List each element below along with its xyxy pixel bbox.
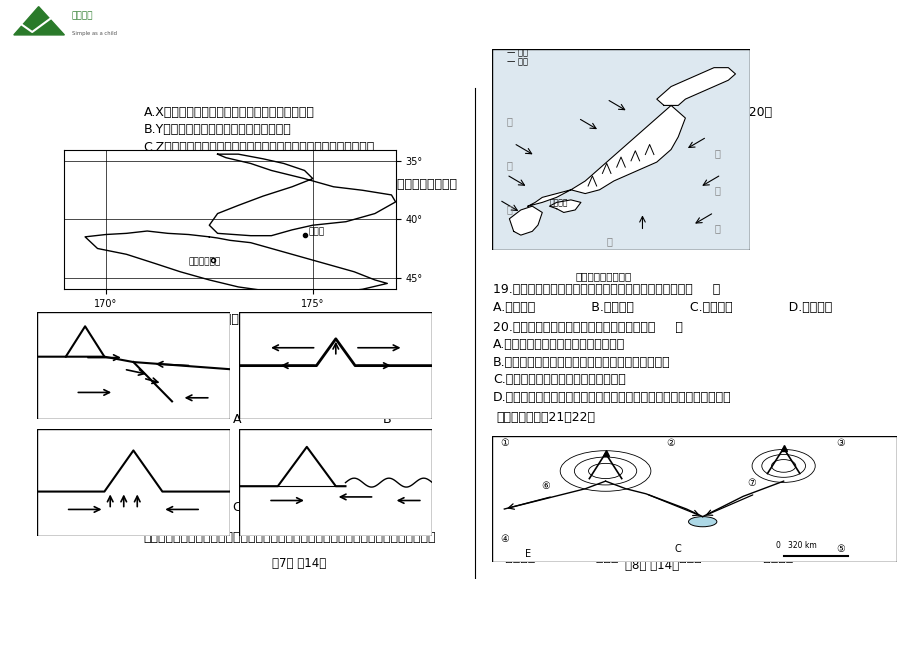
Text: C: C xyxy=(674,544,680,554)
Text: 促，海岸线曲折，有优良海港，交通对外联系方便。结合所学知识回答19～20题: 促，海岸线曲折，有优良海港，交通对外联系方便。结合所学知识回答19～20题 xyxy=(493,105,771,118)
Text: 20.有关日本农业发展的特点，叙述正确的是（     ）: 20.有关日本农业发展的特点，叙述正确的是（ ） xyxy=(493,320,682,333)
Text: C.耕地面积广大，水稻单位面积产量高: C.耕地面积广大，水稻单位面积产量高 xyxy=(493,373,625,386)
Text: — 山脉: — 山脉 xyxy=(506,48,527,57)
Polygon shape xyxy=(528,105,685,206)
Text: 全球岩石圈不是整体一块，被一些断裂构造带分为六大板块，由于板块处于不断运动之中，: 全球岩石圈不是整体一块，被一些断裂构造带分为六大板块，由于板块处于不断运动之中， xyxy=(158,178,458,191)
Text: — 河流: — 河流 xyxy=(506,57,527,66)
Text: 日本，国名意为日出之国，东临太平洋，西临日本海，境内多山，平原面积狭小，河流短: 日本，国名意为日出之国，东临太平洋，西临日本海，境内多山，平原面积狭小，河流短 xyxy=(143,531,436,544)
Text: 阅读下图，回答21～22题: 阅读下图，回答21～22题 xyxy=(496,411,595,424)
Text: 板块内部比较稳定，板块边界相对活跃，多火山和地震。: 板块内部比较稳定，板块边界相对活跃，多火山和地震。 xyxy=(143,196,331,209)
Text: Simple as a child: Simple as a child xyxy=(72,31,117,36)
Text: 濑户内海: 濑户内海 xyxy=(549,198,567,207)
Text: E: E xyxy=(524,549,530,559)
Text: 正确教育: 正确教育 xyxy=(72,12,93,20)
Text: ③: ③ xyxy=(835,437,845,448)
Text: 第7页 共14页: 第7页 共14页 xyxy=(272,558,325,571)
Polygon shape xyxy=(656,68,734,105)
Text: 夏: 夏 xyxy=(606,236,612,246)
Text: 19.濑户内海沿岸无论冬季还是夏季降水均稀少的原因是（     ）: 19.濑户内海沿岸无论冬季还是夏季降水均稀少的原因是（ ） xyxy=(493,283,720,296)
Text: A.X为地中海气候，一月温和多雨，七月炎热干燥: A.X为地中海气候，一月温和多雨，七月炎热干燥 xyxy=(143,105,314,118)
Text: B: B xyxy=(382,413,391,426)
Text: C.Z热带沙漠气候，受福热带高气压带控制，盛行上升气流，降水少: C.Z热带沙漠气候，受福热带高气压带控制，盛行上升气流，降水少 xyxy=(143,140,374,153)
Text: 季: 季 xyxy=(713,186,719,196)
Text: 惠灵顿: 惠灵顿 xyxy=(308,227,324,237)
Ellipse shape xyxy=(687,517,716,526)
Text: A.气候因素              B.纬度位置              C.海陆位置              D.地形因素: A.气候因素 B.纬度位置 C.海陆位置 D.地形因素 xyxy=(493,301,832,314)
Text: ②: ② xyxy=(665,437,675,448)
Text: C: C xyxy=(233,501,241,514)
Text: A.大气降水            B.湖泊水            C.地下水            D.冰雪融水: A.大气降水 B.湖泊水 C.地下水 D.冰雪融水 xyxy=(493,551,792,564)
Text: ①: ① xyxy=(500,437,508,448)
Text: 第8页 共14页: 第8页 共14页 xyxy=(624,560,678,573)
Text: ⑥: ⑥ xyxy=(540,481,549,491)
Text: A: A xyxy=(233,413,241,426)
Polygon shape xyxy=(509,206,541,235)
Text: D.图中自然带由X—Y—Z 体现了纬度地带分异规律: D.图中自然带由X—Y—Z 体现了纬度地带分异规律 xyxy=(143,158,338,171)
Text: 克赖斯特彻奇: 克赖斯特彻奇 xyxy=(188,258,221,266)
Text: A.发达国家，多采用大型农业机械作业: A.发达国家，多采用大型农业机械作业 xyxy=(493,338,625,351)
Text: 风: 风 xyxy=(713,224,719,233)
Text: ④: ④ xyxy=(500,534,508,544)
Text: B.Y为热带草原气候，全年高温，雨季多雨: B.Y为热带草原气候，全年高温，雨季多雨 xyxy=(143,123,291,136)
Polygon shape xyxy=(14,6,64,35)
Text: 冬: 冬 xyxy=(713,148,719,158)
Text: B.地处季风气候，夏季风来的早，退的晚易导致涝灾: B.地处季风气候，夏季风来的早，退的晚易导致涝灾 xyxy=(493,356,670,369)
Text: D.渔业资源丰富，著名北海道渔场由日本暖流和拉布拉多寒流交汇形成: D.渔业资源丰富，著名北海道渔场由日本暖流和拉布拉多寒流交汇形成 xyxy=(493,391,731,404)
Text: 0   320 km: 0 320 km xyxy=(775,541,815,551)
Text: 风: 风 xyxy=(506,205,512,214)
Text: D: D xyxy=(382,501,391,514)
Polygon shape xyxy=(549,200,580,213)
Text: 季: 季 xyxy=(506,161,512,170)
Text: 日本山河分布示意图: 日本山河分布示意图 xyxy=(574,270,630,281)
Text: 18.可以正确表明图示国家所在板块交界处的是（     ）: 18.可以正确表明图示国家所在板块交界处的是（ ） xyxy=(143,313,341,326)
Text: ⑤: ⑤ xyxy=(835,544,845,554)
Text: 21.上图中所示河流⑥和⑦，主要的补给水源（     ）: 21.上图中所示河流⑥和⑦，主要的补给水源（ ） xyxy=(493,534,689,547)
Text: ⑦: ⑦ xyxy=(746,478,755,488)
Text: 冬: 冬 xyxy=(506,116,512,126)
